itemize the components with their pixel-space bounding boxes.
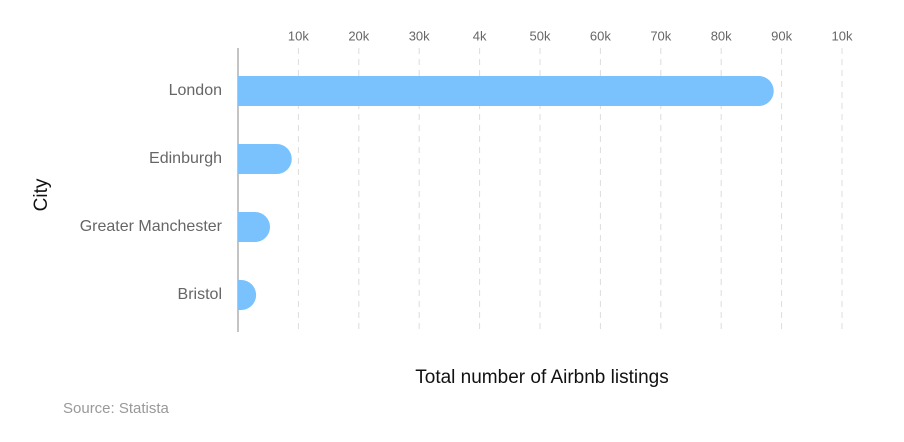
x-tick-label: 70k [650,28,671,43]
y-tick-label: Edinburgh [149,150,222,167]
bar [238,144,292,174]
bar [238,76,774,106]
y-axis-title: City [31,178,52,211]
x-tick-label: 20k [348,28,369,43]
x-tick-label: 30k [409,28,430,43]
y-tick-label: London [169,82,222,99]
x-tick-label: 50k [530,28,551,43]
x-tick-label: 4k [473,28,487,43]
x-tick-label: 90k [771,28,792,43]
bar [238,212,271,242]
x-axis-title: Total number of Airbnb listings [415,367,668,388]
bar [238,280,257,310]
x-tick-label: 60k [590,28,611,43]
x-tick-label: 10k [832,28,853,43]
x-tick-label: 10k [288,28,309,43]
x-tick-label: 80k [711,28,732,43]
y-tick-label: Bristol [178,286,222,303]
y-tick-label: Greater Manchester [80,218,223,235]
source: Source: Statista [63,400,170,417]
